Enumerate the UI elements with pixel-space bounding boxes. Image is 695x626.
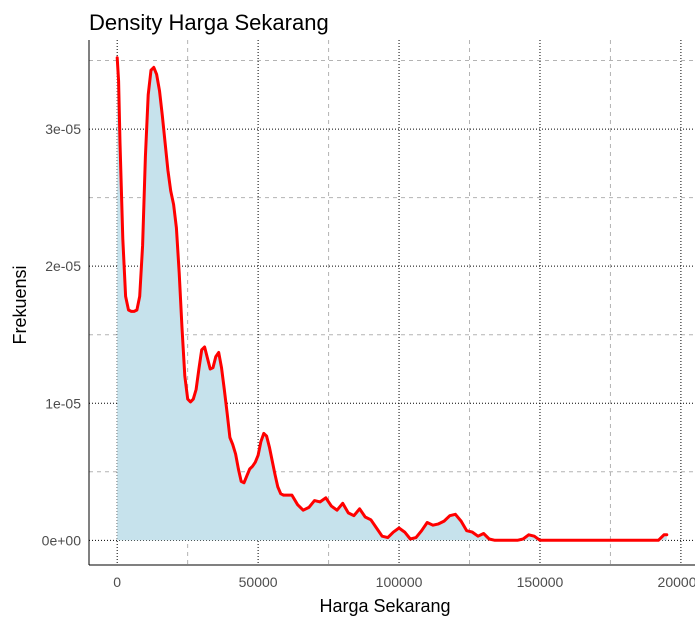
y-tick-label: 0e+00: [42, 532, 82, 548]
plot-area: [115, 56, 669, 542]
y-axis-ticks: 0e+00 1e-05 2e-05 3e-05: [42, 121, 82, 548]
chart-title: Density Harga Sekarang: [89, 10, 329, 35]
x-tick-label: 150000: [517, 574, 564, 590]
x-tick-label: 0: [113, 574, 121, 590]
x-axis-title: Harga Sekarang: [319, 596, 450, 616]
axes: [88, 40, 695, 566]
grid-lines: [89, 40, 695, 565]
x-tick-label: 50000: [239, 574, 278, 590]
y-tick-label: 2e-05: [45, 258, 81, 274]
y-tick-label: 1e-05: [45, 395, 81, 411]
y-tick-label: 3e-05: [45, 121, 81, 137]
x-tick-label: 100000: [376, 574, 423, 590]
density-line: [115, 56, 669, 542]
density-area: [117, 57, 667, 541]
y-axis-title: Frekuensi: [10, 265, 30, 344]
